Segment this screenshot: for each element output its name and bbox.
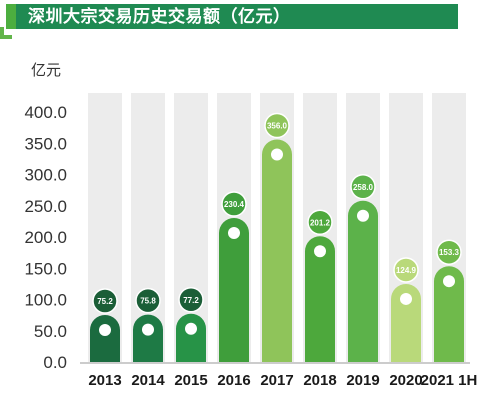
bar <box>133 314 163 362</box>
x-tick-label: 2016 <box>217 372 250 389</box>
value-label: 258.0 <box>353 183 374 192</box>
bar <box>348 200 378 362</box>
x-tick-label: 2018 <box>303 372 336 389</box>
y-tick-label: 400.0 <box>24 103 67 122</box>
value-bubble <box>350 174 376 200</box>
bar-dot <box>357 209 369 222</box>
y-tick-label: 350.0 <box>24 134 67 153</box>
bar <box>176 313 206 362</box>
bar-dot <box>228 227 240 239</box>
value-label: 75.8 <box>140 297 156 306</box>
bar-dot <box>314 245 326 258</box>
value-bubble <box>307 209 333 235</box>
y-tick-label: 50.0 <box>34 322 67 341</box>
value-labels: 75.2 75.8 77.2 230.4 356.0 201.2 258.0 124.9 153… <box>92 112 462 314</box>
value-label: 153.3 <box>439 248 460 257</box>
y-unit-label: 亿元 <box>31 62 61 79</box>
value-label: 230.4 <box>224 200 245 209</box>
bar-dot <box>185 322 197 335</box>
x-tick-label: 2020 <box>389 372 422 389</box>
x-tick-label: 2019 <box>346 372 379 389</box>
value-bubble <box>221 191 247 217</box>
bar <box>391 283 421 362</box>
bar-dot <box>271 148 283 161</box>
x-tick-label: 2013 <box>88 372 121 389</box>
bar <box>219 218 249 362</box>
value-label: 201.2 <box>310 218 331 227</box>
title-bar: 深圳大宗交易历史交易额（亿元） <box>6 4 458 29</box>
value-label: 77.2 <box>183 296 199 305</box>
x-tick-label: 2021 1H <box>421 372 478 389</box>
value-label: 124.9 <box>396 266 417 275</box>
value-label: 356.0 <box>267 122 288 131</box>
title-accent <box>6 4 16 29</box>
y-tick-label: 200.0 <box>24 228 67 247</box>
title-bracket-decoration <box>0 27 12 39</box>
bar <box>90 315 120 362</box>
value-bubble <box>393 257 419 283</box>
x-tick-label: 2015 <box>174 372 207 389</box>
value-bubble <box>436 239 462 265</box>
y-tick-label: 150.0 <box>24 259 67 278</box>
bar-dot <box>400 292 412 305</box>
bar <box>262 139 292 362</box>
y-axis: 0.0 50.0 100.0 150.0 200.0 250.0 300.0 350.0 400… <box>24 103 67 372</box>
bar-dot <box>142 323 154 336</box>
bars <box>90 139 464 362</box>
x-tick-label: 2017 <box>260 372 293 389</box>
chart-title: 深圳大宗交易历史交易额（亿元） <box>28 7 291 26</box>
y-tick-label: 100.0 <box>24 291 67 310</box>
y-tick-label: 0.0 <box>43 353 67 372</box>
value-label: 75.2 <box>97 297 113 306</box>
value-bubble <box>178 287 204 313</box>
value-bubble <box>92 288 118 314</box>
y-tick-label: 250.0 <box>24 197 67 216</box>
bar-dot <box>99 324 111 336</box>
y-tick-label: 300.0 <box>24 166 67 185</box>
x-tick-label: 2014 <box>131 372 165 389</box>
bar <box>434 266 464 362</box>
value-bubble <box>264 112 290 139</box>
unit-label-group: 亿元 <box>31 62 61 79</box>
bar <box>305 236 335 362</box>
value-bubble <box>135 287 161 314</box>
bar-dot <box>443 275 455 288</box>
